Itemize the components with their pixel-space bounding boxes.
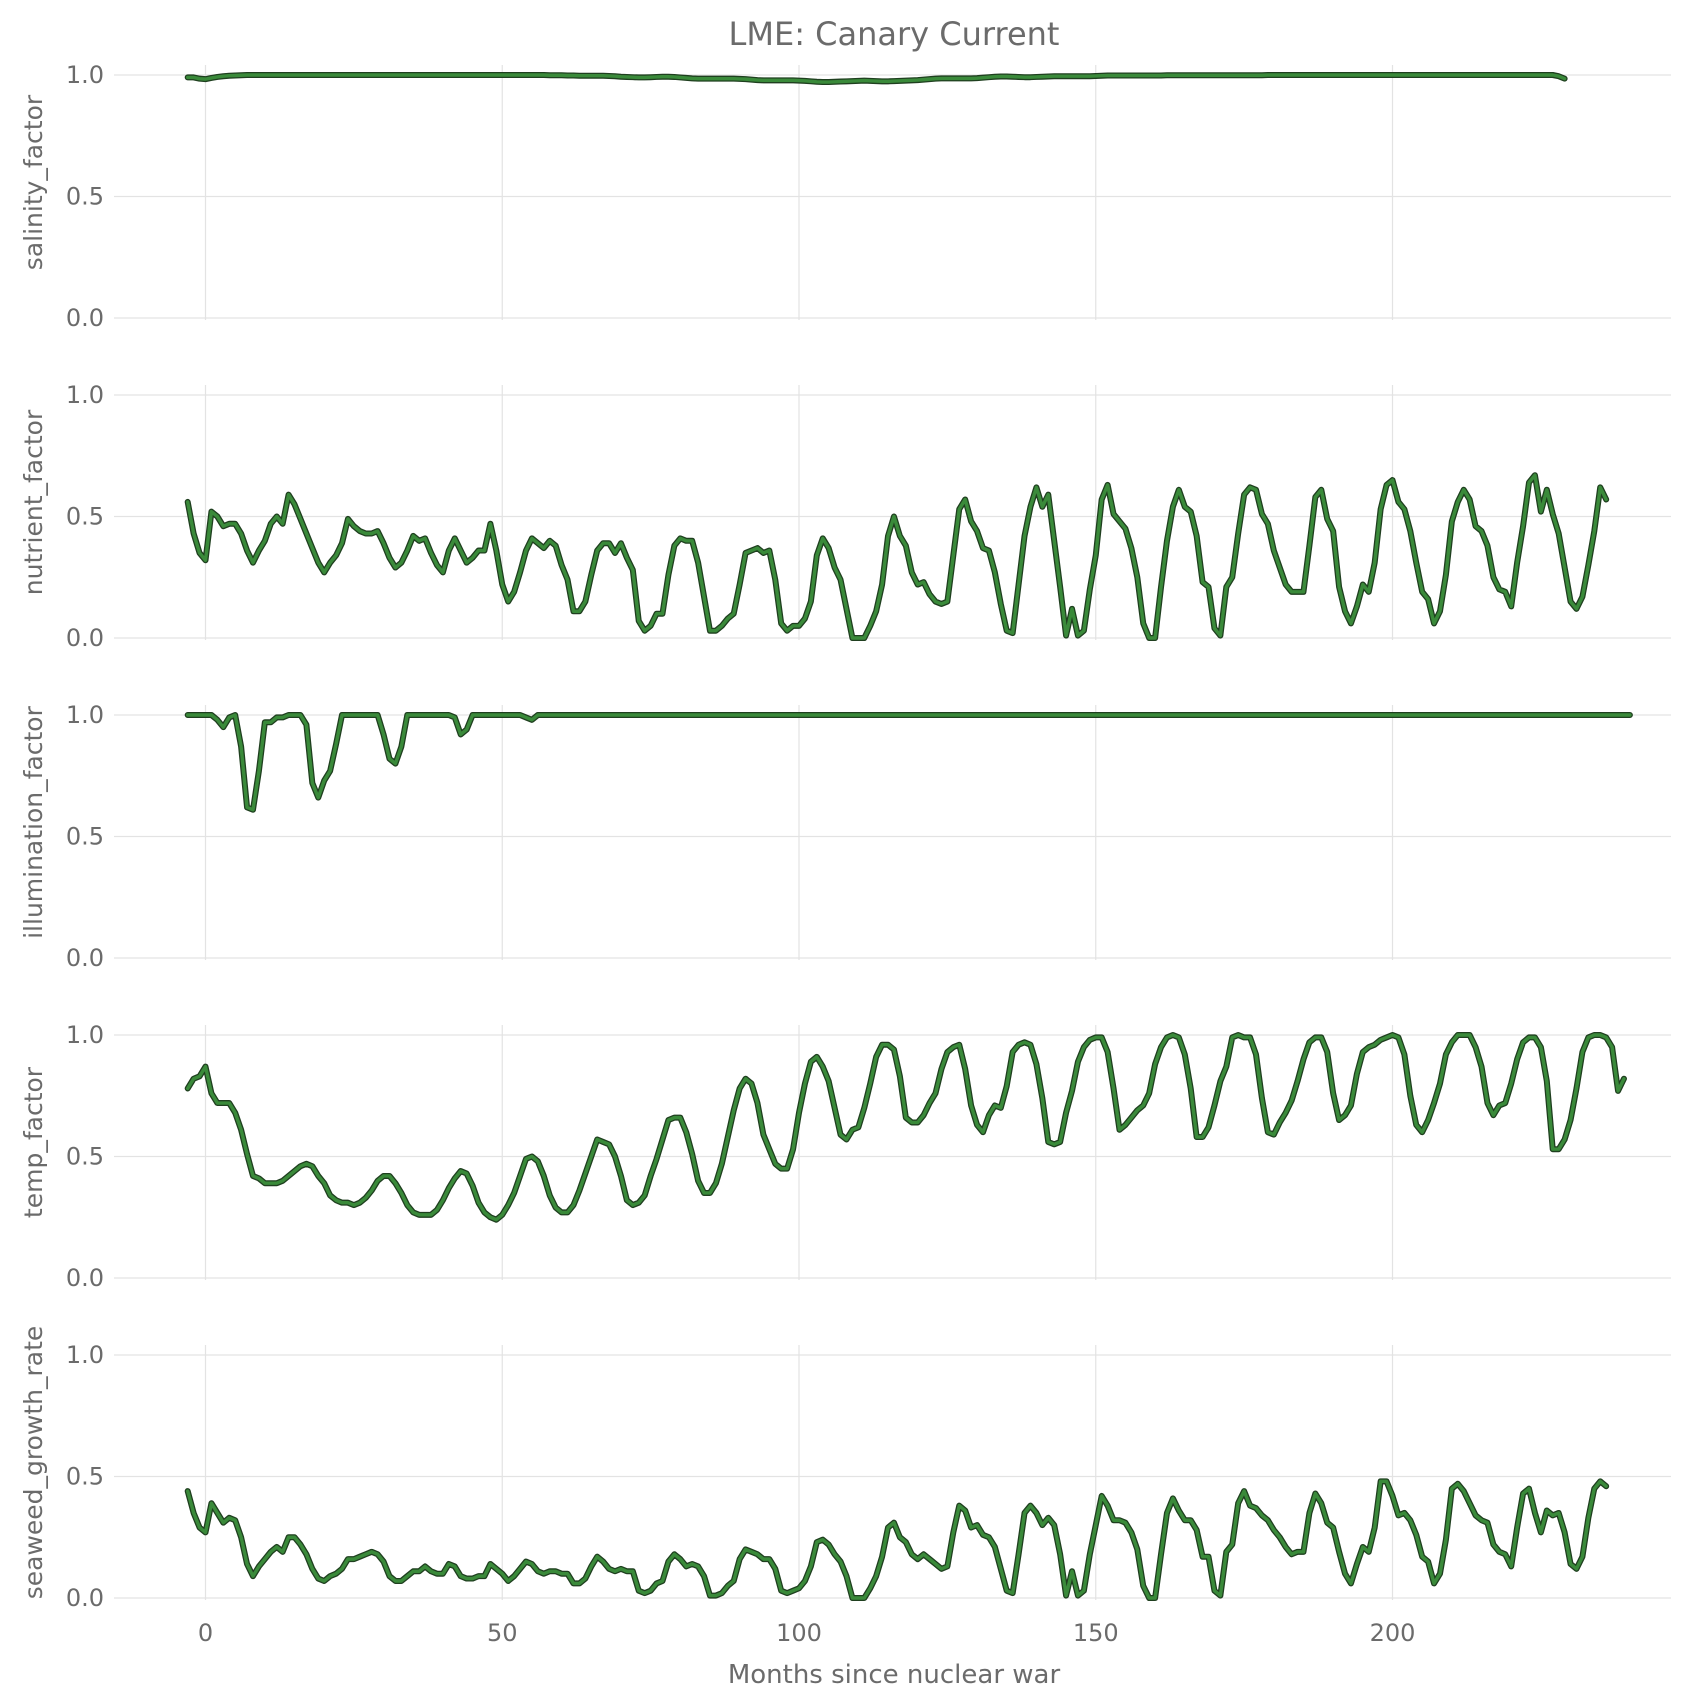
y-tick-label: 0.5 — [66, 823, 104, 851]
panel-nutrient-factor: 0.0 0.5 1.0 nutrient_factor — [19, 381, 1671, 652]
series-line — [188, 475, 1606, 638]
x-tick-label: 100 — [776, 1619, 822, 1647]
panels: 0.0 0.5 1.0 salinity_factor 0.0 0.5 1.0 nutrien… — [19, 61, 1671, 1647]
series-line-outline — [188, 475, 1606, 638]
y-axis-label: temp_factor — [19, 1066, 48, 1218]
x-tick-label: 0 — [198, 1619, 213, 1647]
x-tick-label: 150 — [1073, 1619, 1119, 1647]
x-axis-label: Months since nuclear war — [728, 1660, 1061, 1690]
y-axis-label: seaweed_growth_rate — [19, 1326, 48, 1600]
y-tick-label: 0.0 — [66, 624, 104, 652]
y-tick-label: 0.5 — [66, 183, 104, 211]
y-axis-label: nutrient_factor — [19, 409, 48, 595]
series-line — [188, 715, 1630, 810]
y-tick-label: 0.5 — [66, 1143, 104, 1171]
series-line — [188, 1481, 1606, 1598]
y-tick-label: 0.5 — [66, 503, 104, 531]
panel-salinity-factor: 0.0 0.5 1.0 salinity_factor — [19, 61, 1671, 332]
y-axis-label: salinity_factor — [19, 94, 48, 270]
y-tick-label: 1.0 — [66, 1021, 104, 1049]
x-tick-label: 50 — [487, 1619, 518, 1647]
chart-title: LME: Canary Current — [729, 15, 1060, 53]
panel-seaweed-growth-rate: 0.0 0.5 1.0 seaweed_growth_rate — [19, 1326, 1671, 1612]
y-tick-label: 0.0 — [66, 1584, 104, 1612]
x-tick-label: 200 — [1370, 1619, 1416, 1647]
panel-illumination-factor: 0.0 0.5 1.0 illumination_factor — [19, 701, 1671, 972]
y-tick-label: 1.0 — [66, 701, 104, 729]
panel-temp-factor: 0.0 0.5 1.0 temp_factor — [19, 1021, 1671, 1292]
series-line-outline — [188, 1035, 1624, 1220]
y-axis-label: illumination_factor — [19, 705, 48, 938]
y-tick-label: 1.0 — [66, 61, 104, 89]
y-tick-label: 1.0 — [66, 1341, 104, 1369]
y-tick-label: 0.0 — [66, 944, 104, 972]
y-tick-label: 0.0 — [66, 1264, 104, 1292]
y-tick-label: 1.0 — [66, 381, 104, 409]
y-tick-label: 0.5 — [66, 1463, 104, 1491]
y-tick-label: 0.0 — [66, 304, 104, 332]
